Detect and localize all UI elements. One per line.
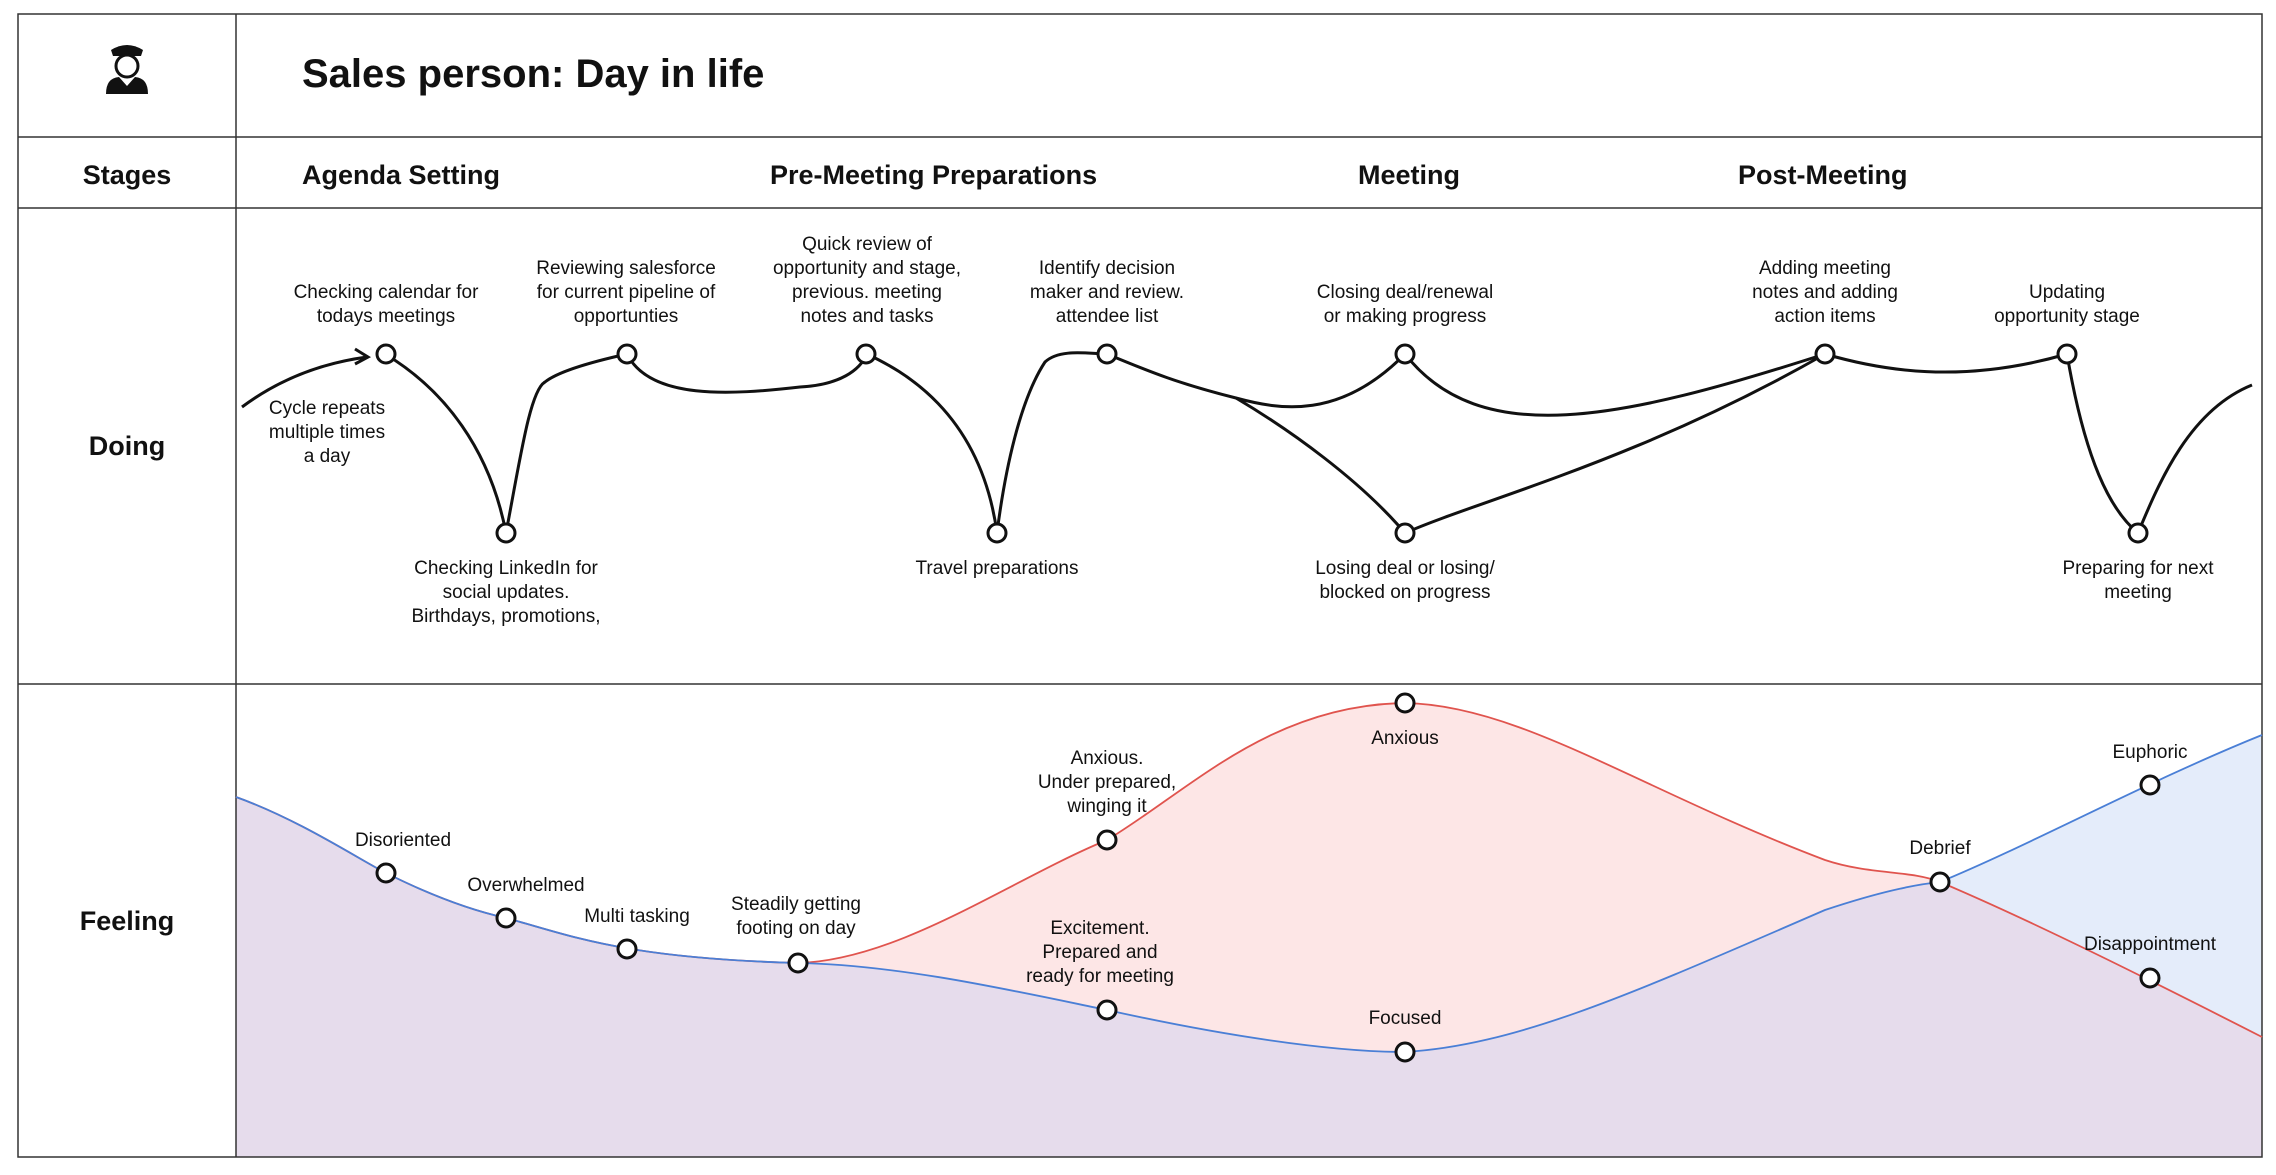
row-header-feeling: Feeling: [79, 906, 175, 936]
feeling-label: Multi tasking: [584, 906, 690, 927]
doing-step-label: Identify decision maker and review. atte…: [1029, 258, 1185, 327]
salesperson-avatar-icon: [106, 45, 148, 94]
feeling-node: [2139, 967, 2161, 989]
doing-node: [1096, 343, 1118, 365]
stage-post-meeting: Post-Meeting: [1738, 160, 1908, 190]
cycle-arrow-line: [241, 355, 368, 409]
stage-meeting: Meeting: [1358, 160, 1461, 190]
positive-feeling-line: [235, 734, 2263, 1053]
stage-pre-meeting: Pre-Meeting Preparations: [770, 160, 1098, 190]
doing-step-label: Checking calendar for todays meetings: [293, 282, 479, 327]
doing-node: [855, 343, 877, 365]
feeling-label: Excitement. Prepared and ready for meeti…: [1026, 918, 1174, 987]
feeling-node: [1096, 829, 1118, 851]
overlap-feeling-area: [236, 797, 2262, 1157]
doing-losing-branch: [1235, 352, 1826, 535]
feeling-label: Focused: [1368, 1008, 1442, 1029]
table-grid: [17, 13, 2263, 1158]
doing-step-label: Adding meeting notes and adding action i…: [1752, 258, 1898, 327]
feeling-node: [495, 907, 517, 929]
row-header-doing: Doing: [88, 431, 166, 461]
feeling-node: [2139, 774, 2161, 796]
doing-node: [1814, 343, 1836, 365]
feeling-label: Disappointment: [2083, 934, 2217, 955]
page-title: Sales person: Day in life: [302, 52, 765, 96]
doing-step-label: Travel preparations: [915, 558, 1079, 579]
feeling-nodes: [375, 692, 2161, 1063]
doing-step-label: Quick review of opportunity and stage, p…: [772, 234, 962, 327]
cycle-arrow-head: [354, 347, 372, 366]
doing-step-label: Losing deal or losing/ blocked on progre…: [1315, 558, 1495, 603]
feeling-node: [1394, 692, 1416, 714]
feeling-label: Steadily getting footing on day: [731, 894, 861, 939]
feeling-node: [616, 938, 638, 960]
feeling-label: Anxious. Under prepared, winging it: [1037, 748, 1177, 817]
doing-node: [495, 522, 517, 544]
doing-nodes: [375, 343, 2149, 544]
outer-border: [17, 13, 2263, 1158]
feeling-node: [787, 952, 809, 974]
doing-step-label: Preparing for next meeting: [2062, 558, 2214, 603]
doing-node: [375, 343, 397, 365]
cycle-note: Cycle repeats multiple times a day: [268, 398, 386, 467]
feeling-areas: [236, 703, 2262, 1157]
feeling-label: Euphoric: [2112, 742, 2188, 763]
stage-agenda-setting: Agenda Setting: [302, 160, 501, 190]
feeling-node: [1096, 999, 1118, 1021]
doing-node: [2056, 343, 2078, 365]
doing-node: [616, 343, 638, 365]
feeling-label: Anxious: [1371, 728, 1439, 749]
feeling-node: [1929, 871, 1951, 893]
doing-node: [1394, 343, 1416, 365]
doing-step-label: Reviewing salesforce for current pipelin…: [536, 258, 716, 327]
doing-node: [2127, 522, 2149, 544]
doing-flow-lines: [241, 351, 2253, 536]
feeling-label: Overwhelmed: [467, 875, 585, 896]
feeling-label: Debrief: [1909, 838, 1971, 859]
doing-step-label: Checking LinkedIn for social updates. Bi…: [411, 558, 601, 627]
feeling-label: Disoriented: [354, 830, 452, 851]
doing-node: [986, 522, 1008, 544]
feeling-node: [1394, 1041, 1416, 1063]
doing-main-path: [384, 351, 2253, 536]
doing-node: [1394, 522, 1416, 544]
row-header-stages: Stages: [82, 160, 172, 190]
doing-step-label: Updating opportunity stage: [1994, 282, 2140, 327]
doing-step-label: Closing deal/renewal or making progress: [1316, 282, 1494, 327]
feeling-node: [375, 862, 397, 884]
